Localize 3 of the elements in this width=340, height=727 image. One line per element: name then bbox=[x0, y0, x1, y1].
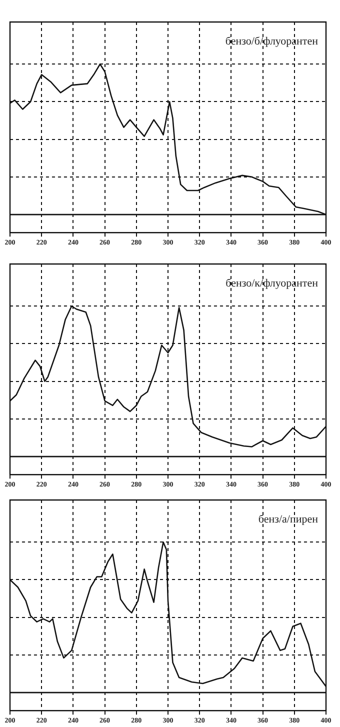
chart-title: бенз/а/пирен bbox=[258, 513, 318, 526]
chart-title: бензо/б/флуорантен bbox=[225, 35, 318, 48]
chart-title: бензо/к/флуорантен bbox=[226, 277, 318, 290]
